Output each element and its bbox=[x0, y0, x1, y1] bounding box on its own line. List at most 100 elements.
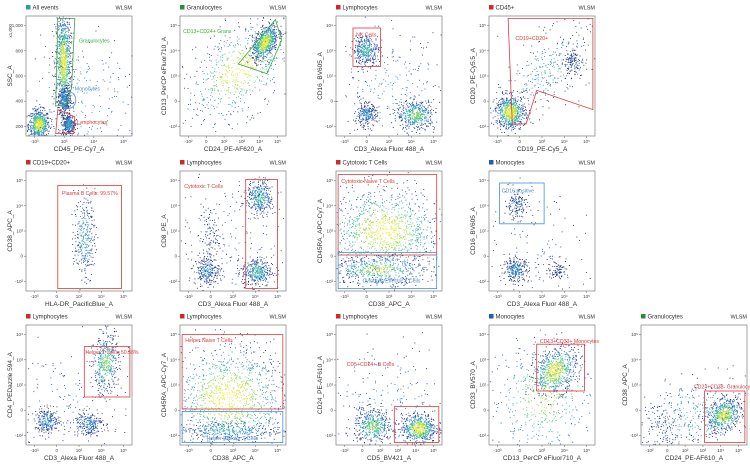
event-dot bbox=[415, 117, 416, 119]
event-dot bbox=[67, 101, 69, 103]
event-dot bbox=[64, 63, 66, 64]
event-dot bbox=[70, 47, 71, 49]
event-dot bbox=[34, 134, 36, 135]
event-dot bbox=[32, 133, 34, 135]
event-dot bbox=[517, 114, 518, 116]
event-dot bbox=[70, 120, 72, 122]
event-dot bbox=[226, 80, 228, 81]
event-dot bbox=[70, 66, 72, 68]
event-dot bbox=[240, 82, 242, 84]
event-dot bbox=[29, 121, 31, 123]
event-dot bbox=[360, 125, 362, 126]
event-dot bbox=[425, 117, 427, 119]
event-dot bbox=[399, 115, 401, 117]
event-dot bbox=[60, 58, 61, 59]
event-dot bbox=[508, 108, 510, 110]
event-dot bbox=[255, 60, 257, 61]
event-dot bbox=[216, 63, 218, 65]
event-dot bbox=[220, 59, 222, 61]
event-dot bbox=[271, 41, 273, 42]
event-dot bbox=[35, 132, 37, 134]
event-dot bbox=[503, 101, 505, 103]
event-dot bbox=[410, 123, 411, 125]
event-dot bbox=[411, 124, 413, 126]
event-dot bbox=[64, 74, 66, 75]
event-dot bbox=[362, 51, 364, 53]
event-dot bbox=[268, 63, 270, 65]
event-dot bbox=[272, 36, 274, 37]
event-dot bbox=[210, 95, 212, 96]
event-dot bbox=[127, 104, 129, 106]
event-dot bbox=[272, 92, 274, 94]
event-dot bbox=[261, 54, 263, 56]
event-dot bbox=[412, 108, 414, 110]
event-dot bbox=[242, 53, 244, 55]
event-dot bbox=[222, 54, 224, 56]
event-dot bbox=[398, 109, 400, 111]
event-dot bbox=[243, 83, 245, 84]
event-dot bbox=[251, 39, 253, 41]
event-dot bbox=[227, 57, 229, 59]
event-dot bbox=[364, 122, 366, 124]
event-dot bbox=[68, 92, 70, 94]
event-dot bbox=[69, 57, 71, 59]
event-dot bbox=[255, 75, 257, 77]
event-dot bbox=[262, 45, 264, 47]
event-dot bbox=[66, 31, 68, 32]
event-dot bbox=[34, 119, 36, 121]
event-dot bbox=[44, 128, 46, 130]
event-dot bbox=[425, 109, 427, 111]
event-dot bbox=[247, 82, 249, 84]
event-dot bbox=[66, 50, 68, 51]
event-dot bbox=[63, 65, 65, 67]
event-dot bbox=[406, 100, 407, 102]
event-dot bbox=[80, 126, 82, 128]
event-dot bbox=[510, 122, 511, 124]
event-dot bbox=[354, 57, 356, 59]
event-dot bbox=[70, 94, 72, 96]
event-dot bbox=[398, 104, 400, 106]
event-dot bbox=[67, 125, 69, 127]
event-dot bbox=[508, 116, 510, 118]
event-dot bbox=[68, 116, 70, 117]
event-dot bbox=[370, 48, 372, 50]
event-dot bbox=[273, 37, 275, 39]
event-dot bbox=[256, 55, 258, 57]
event-dot bbox=[245, 63, 246, 65]
event-dot bbox=[64, 27, 66, 29]
event-dot bbox=[34, 116, 35, 118]
event-dot bbox=[412, 122, 413, 124]
event-dot bbox=[417, 104, 419, 106]
event-dot bbox=[378, 47, 380, 49]
event-dot bbox=[229, 44, 230, 46]
event-dot bbox=[59, 100, 61, 102]
event-dot bbox=[242, 94, 244, 96]
event-dot bbox=[55, 26, 57, 28]
event-dot bbox=[372, 116, 374, 118]
event-dot bbox=[393, 56, 395, 58]
event-dot bbox=[211, 72, 213, 74]
event-dot bbox=[364, 40, 366, 42]
event-dot bbox=[254, 44, 256, 46]
event-dot bbox=[417, 126, 419, 128]
event-dot bbox=[274, 34, 276, 36]
event-dot bbox=[216, 106, 218, 108]
event-dot bbox=[412, 101, 414, 103]
event-dot bbox=[68, 130, 70, 132]
event-dot bbox=[392, 50, 394, 52]
event-dot bbox=[56, 87, 58, 89]
event-dot bbox=[56, 86, 58, 88]
event-dot bbox=[263, 27, 265, 29]
event-dot bbox=[366, 59, 368, 61]
event-dot bbox=[62, 29, 64, 31]
event-dot bbox=[366, 37, 368, 38]
event-dot bbox=[59, 66, 61, 68]
event-dot bbox=[35, 110, 37, 111]
event-dot bbox=[69, 53, 71, 55]
event-dot bbox=[64, 59, 66, 61]
event-dot bbox=[59, 59, 61, 61]
event-dot bbox=[67, 67, 69, 69]
event-dot bbox=[73, 122, 75, 124]
event-dot bbox=[44, 128, 46, 130]
event-dot bbox=[264, 35, 266, 37]
